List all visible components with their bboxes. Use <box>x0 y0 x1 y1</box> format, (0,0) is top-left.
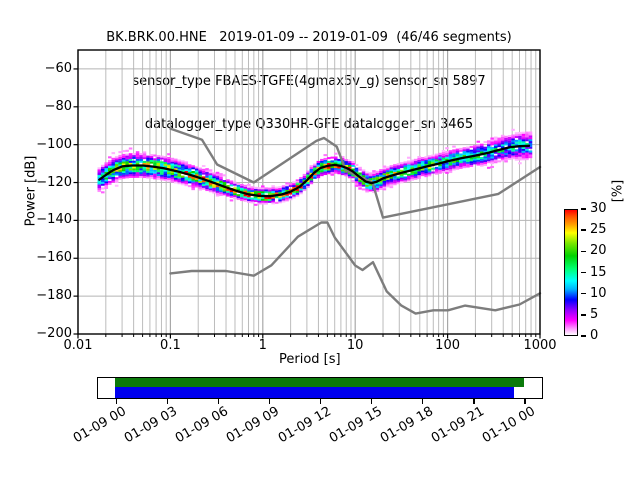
timeline-tick-mark <box>422 399 424 404</box>
y-tick-label: −120 <box>36 174 72 190</box>
colorbar-tick-mark <box>581 271 586 274</box>
y-tick-label: −60 <box>44 60 72 76</box>
y-tick-label: −140 <box>36 212 72 228</box>
timeline-tick-mark <box>166 399 169 404</box>
colorbar-tick-label: 10 <box>590 285 607 301</box>
colorbar-tick-label: 30 <box>590 201 607 216</box>
timeline-tick-mark <box>268 399 271 404</box>
colorbar-tick-mark <box>581 292 586 295</box>
x-tick-label: 1 <box>258 338 267 353</box>
colorbar-label: [%] <box>610 179 626 203</box>
x-tick-label: 10 <box>346 338 364 353</box>
timeline-coverage-bar <box>97 377 543 399</box>
x-axis-label: Period [s] <box>279 352 341 367</box>
y-tick-label: −200 <box>36 326 72 341</box>
colorbar-tick-label: 25 <box>590 222 607 238</box>
colorbar-tick-mark <box>581 229 586 231</box>
timeline-tick-mark <box>473 399 475 404</box>
colorbar-tick-mark <box>581 335 586 337</box>
timeline-tick-mark <box>524 399 526 404</box>
y-tick-label: −100 <box>36 136 72 152</box>
y-tick-label: −160 <box>36 250 72 266</box>
timeline-segment-strip <box>115 387 514 398</box>
title-line-2: sensor_type FBAES-TGFE(4gmax5v_g) sensor… <box>132 73 486 89</box>
x-tick-label: 1000 <box>523 338 557 353</box>
title-line-1: BK.BRK.00.HNE 2019-01-09 -- 2019-01-09 (… <box>106 30 512 45</box>
y-tick-label: −180 <box>36 288 72 304</box>
colorbar-tick-label: 20 <box>590 243 607 259</box>
colorbar-tick-mark <box>581 208 586 210</box>
colorbar-tick-label: 5 <box>590 306 599 322</box>
colorbar-tick-label: 15 <box>590 264 607 280</box>
timeline-tick-mark <box>217 399 220 404</box>
colorbar <box>564 209 578 336</box>
timeline-coverage-strip <box>115 378 524 387</box>
x-tick-label: 0.01 <box>63 338 93 353</box>
x-tick-label: 0.1 <box>160 338 181 353</box>
timeline-tick-mark <box>115 399 118 404</box>
colorbar-tick-mark <box>581 250 586 253</box>
x-tick-label: 100 <box>435 338 460 353</box>
y-tick-label: −80 <box>44 98 72 114</box>
timeline-tick-mark <box>371 399 373 404</box>
timeline-tick-mark <box>320 399 322 404</box>
colorbar-tick-mark <box>581 314 586 316</box>
colorbar-tick-label: 0 <box>590 328 599 343</box>
